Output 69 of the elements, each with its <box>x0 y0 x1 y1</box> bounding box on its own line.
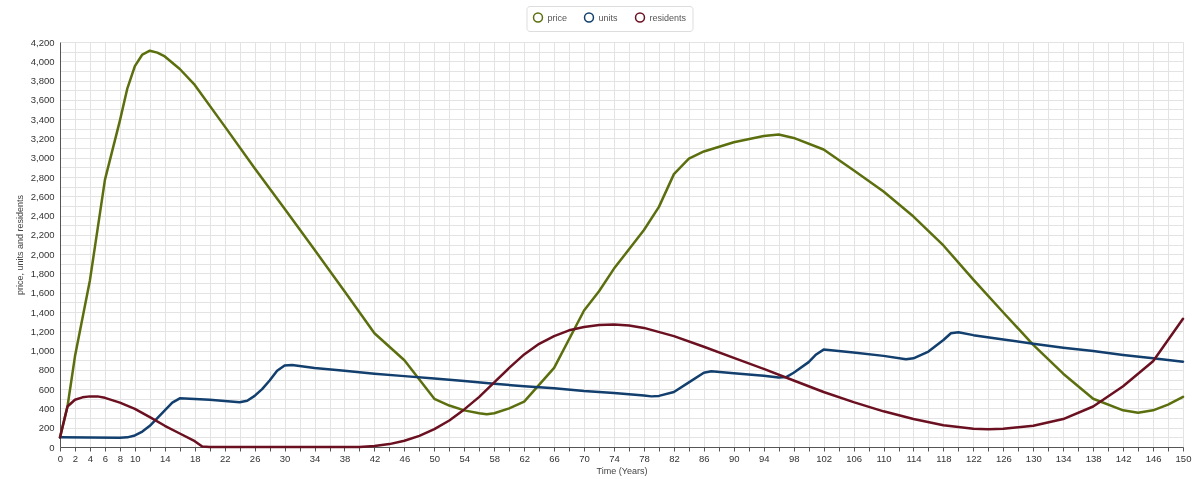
y-tick-label: 800 <box>38 364 55 376</box>
x-tick-label: 54 <box>459 452 471 464</box>
y-tick-label: 3,200 <box>30 132 55 144</box>
y-tick-label: 400 <box>38 402 55 414</box>
y-tick-label: 2,200 <box>30 229 55 241</box>
y-axis-title: price, units and residents <box>14 194 25 296</box>
x-tick-label: 0 <box>57 452 64 464</box>
y-tick-label: 2,800 <box>30 171 55 183</box>
x-tick-label: 74 <box>609 452 620 464</box>
y-tick-label: 600 <box>38 383 55 395</box>
x-tick-label: 146 <box>1145 452 1162 464</box>
x-tick-label: 66 <box>549 452 560 464</box>
x-tick-label: 82 <box>669 452 680 464</box>
x-tick-label: 30 <box>279 452 291 464</box>
x-tick-label: 90 <box>729 452 740 464</box>
x-tick-label: 86 <box>699 452 710 464</box>
x-tick-label: 8 <box>117 452 124 464</box>
line-series <box>58 331 1185 440</box>
y-tick-label: 0 <box>49 441 55 453</box>
x-tick-label: 6 <box>102 452 109 464</box>
x-tick-label: 78 <box>639 452 650 464</box>
x-tick-label: 102 <box>816 452 833 464</box>
x-tick-label: 26 <box>249 452 261 464</box>
x-tick-label: 114 <box>906 452 922 464</box>
legend-label: price <box>547 12 568 23</box>
x-tick-label: 2 <box>72 452 79 464</box>
x-tick-label: 18 <box>189 452 201 464</box>
y-tick-label: 200 <box>38 422 55 434</box>
x-tick-label: 122 <box>965 452 982 464</box>
y-tick-label: 2,400 <box>30 210 55 222</box>
y-tick-label: 4,000 <box>30 55 55 67</box>
y-tick-label: 2,600 <box>30 190 55 202</box>
x-tick-label: 138 <box>1085 452 1102 464</box>
x-tick-label: 4 <box>87 452 94 464</box>
y-tick-label: 4,200 <box>30 36 55 48</box>
legend-label: units <box>598 12 619 23</box>
y-tick-label: 1,800 <box>30 267 55 279</box>
x-tick-label: 58 <box>489 452 501 464</box>
y-tick-label: 2,000 <box>30 248 55 260</box>
x-tick-label: 110 <box>876 452 892 464</box>
y-tick-label: 3,600 <box>30 94 55 106</box>
x-tick-label: 70 <box>579 452 590 464</box>
y-tick-label: 3,400 <box>30 113 55 125</box>
x-tick-label: 106 <box>846 452 863 464</box>
x-tick-label: 42 <box>369 452 381 464</box>
x-tick-label: 98 <box>788 452 800 464</box>
y-tick-label: 3,000 <box>30 152 55 164</box>
x-tick-label: 94 <box>758 452 770 464</box>
x-tick-label: 130 <box>1025 452 1042 464</box>
y-tick-label: 1,000 <box>30 345 55 357</box>
y-tick-label: 1,200 <box>30 325 55 337</box>
x-tick-label: 46 <box>399 452 411 464</box>
x-tick-label: 10 <box>130 452 141 464</box>
x-tick-label: 150 <box>1175 452 1192 464</box>
y-tick-label: 1,400 <box>30 306 55 318</box>
x-tick-label: 118 <box>936 452 952 464</box>
y-tick-label: 3,800 <box>30 75 55 87</box>
x-tick-label: 134 <box>1055 452 1072 464</box>
x-tick-label: 142 <box>1115 452 1132 464</box>
legend-label: residents <box>649 12 687 23</box>
x-axis-title: Time (Years) <box>596 466 648 476</box>
x-tick-label: 50 <box>429 452 441 464</box>
x-tick-label: 34 <box>309 452 321 464</box>
x-tick-label: 38 <box>339 452 351 464</box>
x-tick-label: 22 <box>219 452 231 464</box>
x-tick-label: 14 <box>160 452 171 464</box>
y-tick-label: 1,600 <box>30 287 55 299</box>
x-tick-label: 126 <box>995 452 1012 464</box>
x-tick-label: 62 <box>519 452 530 464</box>
